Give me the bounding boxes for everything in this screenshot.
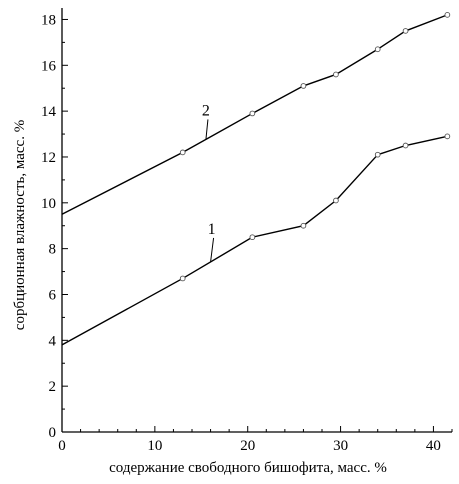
series-label-2: 2 (202, 102, 210, 119)
y-tick-label: 12 (41, 150, 56, 166)
data-point (249, 110, 256, 117)
axes (61, 8, 452, 433)
y-tick-label: 4 (49, 333, 57, 349)
y-tick-label: 8 (49, 242, 57, 258)
data-point (333, 197, 339, 204)
y-tick-label: 10 (41, 196, 56, 212)
y-tick-label: 16 (41, 58, 57, 74)
data-point (374, 46, 381, 53)
series-label-leader (210, 237, 215, 263)
y-ticks: 0 2 4 6 8 10 12 14 16 18 (41, 12, 68, 441)
y-tick-label: 0 (49, 425, 57, 441)
data-point (402, 28, 409, 34)
y-axis-label: сорбционная влажность, масс. % (12, 120, 28, 330)
data-point (300, 222, 307, 229)
data-point (444, 12, 451, 18)
data-point (402, 142, 409, 149)
data-point (249, 234, 256, 241)
data-point (444, 133, 451, 140)
x-axis-label: содержание свободного бишофита, масс. % (109, 460, 387, 476)
y-tick-label: 14 (41, 104, 57, 120)
data-point (374, 151, 381, 158)
series-line-2 (61, 14, 448, 215)
x-tick-label: 20 (240, 438, 255, 454)
series-line-1 (61, 135, 448, 346)
y-tick-label: 6 (49, 287, 57, 303)
data-point (179, 149, 186, 156)
y-tick-label: 2 (49, 379, 57, 395)
x-ticks: 0 10 20 30 40 (58, 426, 453, 454)
y-tick-label: 18 (41, 12, 56, 28)
x-tick-label: 30 (333, 438, 348, 454)
x-tick-label: 10 (147, 438, 162, 454)
series-label-1: 1 (208, 221, 216, 238)
x-tick-label: 40 (426, 438, 441, 454)
series-layer: 12 (61, 12, 451, 346)
data-point (179, 275, 186, 282)
data-point (333, 71, 339, 78)
x-tick-label: 0 (58, 438, 66, 454)
data-point (300, 83, 307, 89)
series-label-leader (205, 119, 209, 140)
